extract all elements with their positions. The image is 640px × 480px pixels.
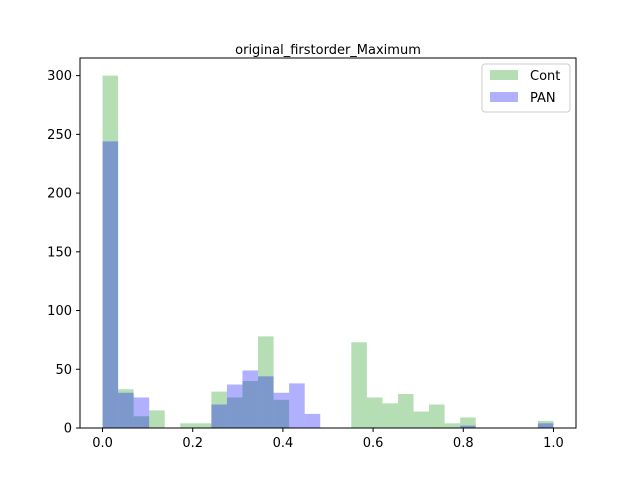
x-tick-label: 0.6 (363, 436, 384, 451)
bar-cont-11 (351, 342, 367, 428)
y-tick-label: 250 (47, 128, 72, 143)
bar-pan-9 (304, 413, 321, 428)
bar-pan-10 (460, 425, 476, 428)
bar-cont-3 (149, 410, 165, 428)
y-tick-label: 150 (47, 245, 72, 260)
legend-label-pan: PAN (530, 91, 556, 106)
bar-cont-14 (397, 393, 414, 428)
bar-cont-12 (366, 397, 383, 428)
bar-cont-15 (413, 411, 430, 428)
x-axis: 0.0 0.2 0.4 0.6 0.8 1.0 (92, 428, 564, 451)
bar-cont-19 (537, 420, 554, 428)
bar-pan-8 (289, 383, 305, 428)
y-tick-label: 100 (47, 304, 72, 319)
x-tick-label: 0.8 (453, 436, 474, 451)
chart-title: original_firstorder_Maximum (235, 43, 421, 58)
bar-pan-11 (537, 423, 554, 428)
bar-cont-7 (226, 397, 243, 428)
plot-frame (79, 57, 577, 429)
x-tick-label: 0.2 (182, 436, 203, 451)
bar-cont-16 (429, 404, 445, 428)
x-tick-label: 1.0 (543, 436, 564, 451)
bar-pan-3 (211, 404, 227, 428)
bar-cont-0 (102, 75, 119, 429)
bar-cont-9 (258, 336, 274, 428)
bar-cont-17 (444, 423, 461, 428)
bar-pan-6 (258, 376, 274, 428)
legend-box (481, 63, 571, 113)
bar-cont-2 (133, 416, 150, 428)
legend: Cont PAN (481, 63, 571, 113)
y-axis: 0 50 100 150 200 250 300 (47, 69, 80, 437)
bar-pan-2 (133, 397, 150, 428)
bars-layer (102, 75, 554, 429)
bar-cont-6 (211, 391, 227, 428)
y-tick-label: 200 (47, 187, 72, 202)
y-tick-label: 0 (64, 422, 72, 437)
legend-swatch-pan (490, 92, 518, 102)
bar-cont-8 (242, 381, 259, 428)
bar-cont-4 (180, 423, 196, 428)
legend-swatch-cont (490, 70, 518, 80)
legend-label-cont: Cont (530, 69, 560, 84)
bar-cont-13 (382, 403, 398, 428)
y-tick-label: 300 (47, 69, 72, 84)
bar-pan-7 (273, 392, 290, 428)
bar-cont-1 (118, 389, 134, 428)
bar-pan-1 (118, 392, 134, 428)
x-tick-label: 0.0 (92, 436, 113, 451)
bar-cont-5 (195, 423, 212, 428)
bar-pan-4 (226, 384, 243, 428)
bar-pan-5 (242, 370, 259, 428)
x-tick-label: 0.4 (273, 436, 294, 451)
bar-cont-18 (460, 417, 476, 428)
bar-cont-10 (273, 399, 290, 428)
y-tick-label: 50 (55, 363, 72, 378)
bar-pan-0 (102, 141, 119, 428)
